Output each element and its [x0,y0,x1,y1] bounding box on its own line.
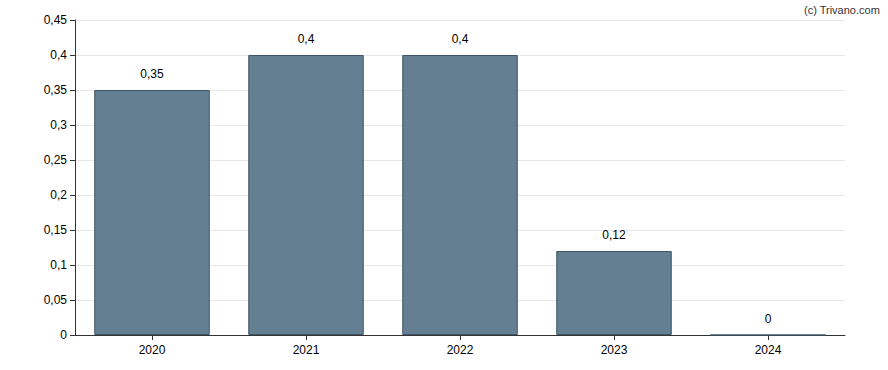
svg-text:0: 0 [765,312,772,326]
svg-text:0,12: 0,12 [602,228,626,242]
svg-text:0,4: 0,4 [50,48,67,62]
svg-text:0,35: 0,35 [140,67,164,81]
svg-text:0,3: 0,3 [50,118,67,132]
svg-text:0: 0 [60,328,67,342]
svg-text:(c) Trivano.com: (c) Trivano.com [804,4,880,16]
svg-text:2024: 2024 [755,343,782,357]
svg-text:0,1: 0,1 [50,258,67,272]
svg-text:2023: 2023 [601,343,628,357]
svg-text:0,05: 0,05 [44,293,68,307]
svg-text:0,4: 0,4 [452,32,469,46]
svg-text:2021: 2021 [293,343,320,357]
svg-text:0,2: 0,2 [50,188,67,202]
svg-text:2020: 2020 [139,343,166,357]
svg-text:0,4: 0,4 [298,32,315,46]
svg-text:0,45: 0,45 [44,13,68,27]
svg-text:0,15: 0,15 [44,223,68,237]
svg-text:0,35: 0,35 [44,83,68,97]
svg-text:2022: 2022 [447,343,474,357]
svg-text:0,25: 0,25 [44,153,68,167]
